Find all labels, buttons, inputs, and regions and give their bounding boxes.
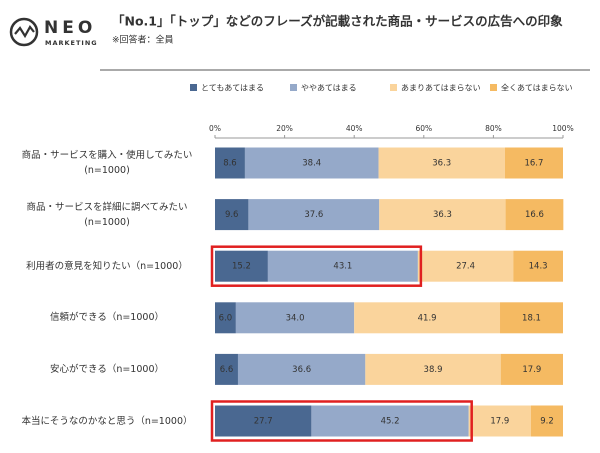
value-label: 27.7 bbox=[254, 417, 273, 427]
bar-segment bbox=[365, 353, 501, 385]
category-label: 利用者の意見を知りたい（n=1000） bbox=[26, 260, 188, 272]
logo-wave bbox=[14, 25, 35, 39]
value-label: 16.7 bbox=[524, 159, 543, 169]
legend-label: あまりあてはまらない bbox=[401, 84, 481, 93]
category-label: 安心ができる（n=1000） bbox=[50, 363, 164, 375]
bar-segment bbox=[248, 199, 380, 231]
bar-segment bbox=[500, 353, 563, 385]
value-label: 14.3 bbox=[529, 262, 548, 272]
value-label: 36.3 bbox=[433, 210, 452, 220]
legend-swatch bbox=[290, 84, 297, 91]
legend-swatch bbox=[190, 84, 197, 91]
value-label: 37.6 bbox=[304, 210, 323, 220]
logo-name: NEO bbox=[44, 18, 96, 38]
value-label: 38.9 bbox=[424, 365, 443, 375]
chart-subtitle: ※回答者：全員 bbox=[112, 34, 174, 46]
value-label: 6.6 bbox=[220, 365, 234, 375]
value-label: 38.4 bbox=[302, 159, 321, 169]
value-label: 18.1 bbox=[522, 313, 541, 323]
bar-segment bbox=[417, 250, 514, 282]
bar-segment bbox=[504, 147, 563, 179]
x-tick-label: 20% bbox=[276, 124, 293, 133]
bar-segment bbox=[267, 250, 418, 282]
x-tick-label: 80% bbox=[485, 124, 502, 133]
category-label: 商品・サービスを購入・使用してみたい (n=1000) bbox=[21, 150, 193, 176]
bar-segment bbox=[513, 250, 563, 282]
value-label: 43.1 bbox=[333, 262, 352, 272]
legend-swatch bbox=[490, 84, 497, 91]
value-label: 36.6 bbox=[292, 365, 311, 375]
highlight-box bbox=[210, 400, 473, 442]
value-label: 27.4 bbox=[456, 262, 475, 272]
logo: NEO MARKETING bbox=[9, 17, 98, 47]
value-label: 9.2 bbox=[540, 417, 554, 427]
legend-label: とてもあてはまる bbox=[201, 84, 264, 93]
bar-segment bbox=[354, 302, 501, 334]
x-tick-label: 0% bbox=[209, 124, 221, 133]
bar-segment bbox=[235, 302, 355, 334]
value-label: 9.6 bbox=[225, 210, 239, 220]
bar-segment bbox=[215, 302, 236, 334]
logo-icon bbox=[9, 17, 39, 47]
chart-title: 「No.1」「トップ」などのフレーズが記載された商品・サービスの広告への印象 bbox=[112, 14, 563, 29]
x-tick-label: 100% bbox=[552, 124, 573, 133]
bar-segment bbox=[215, 250, 268, 282]
value-label: 45.2 bbox=[381, 417, 400, 427]
x-tick-label: 40% bbox=[346, 124, 363, 133]
bar-segment bbox=[378, 147, 505, 179]
bar-segment bbox=[379, 199, 506, 231]
logo-sub: MARKETING bbox=[45, 39, 98, 47]
legend-label: ややあてはまる bbox=[301, 84, 357, 93]
bar-segment bbox=[530, 405, 563, 437]
bar-segment bbox=[500, 302, 563, 334]
value-label: 36.3 bbox=[432, 159, 451, 169]
bar-segment bbox=[215, 353, 238, 385]
value-label: 41.9 bbox=[418, 313, 437, 323]
value-label: 6.0 bbox=[219, 313, 233, 323]
bar-segment bbox=[215, 405, 312, 437]
highlight-box bbox=[210, 245, 423, 287]
bar-segment bbox=[215, 147, 245, 179]
value-label: 15.2 bbox=[232, 262, 251, 272]
value-label: 34.0 bbox=[286, 313, 305, 323]
category-label: 信頼ができる（n=1000） bbox=[50, 312, 164, 324]
value-label: 17.9 bbox=[522, 365, 541, 375]
category-label: 本当にそうなのかなと思う（n=1000） bbox=[21, 415, 193, 427]
x-tick-label: 60% bbox=[415, 124, 432, 133]
bar-segment bbox=[311, 405, 469, 437]
bar-segment bbox=[237, 353, 366, 385]
value-label: 8.6 bbox=[223, 159, 237, 169]
bar-segment bbox=[505, 199, 564, 231]
value-label: 17.9 bbox=[490, 417, 509, 427]
legend-swatch bbox=[390, 84, 397, 91]
value-label: 16.6 bbox=[525, 210, 544, 220]
category-label: 商品・サービスを詳細に調べてみたい (n=1000) bbox=[26, 201, 188, 228]
bar-segment bbox=[215, 199, 249, 231]
bar-segment bbox=[244, 147, 379, 179]
bar-segment bbox=[468, 405, 531, 437]
legend-label: 全くあてはまらない bbox=[501, 83, 573, 93]
